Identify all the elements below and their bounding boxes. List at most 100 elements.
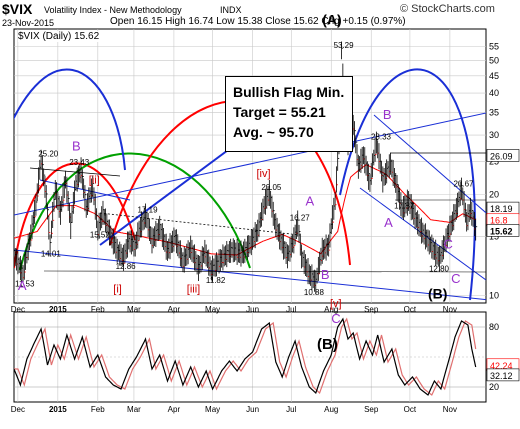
chg-value: +0.15 (0.97%) <box>342 16 406 27</box>
blue-arc-left <box>14 68 126 171</box>
x-tick-label: Sep <box>364 305 379 314</box>
y-tick-label: 40 <box>489 88 499 98</box>
quote-line: Open 16.15 High 16.74 Low 15.38 Close 15… <box>110 16 406 27</box>
osc-y-tick-label: 80 <box>489 322 499 332</box>
wave-label: A <box>305 194 314 209</box>
y-tick-label: 30 <box>489 130 499 140</box>
x-tick-label: Jul <box>286 305 296 314</box>
wave-label: B <box>72 138 81 153</box>
osc-x-tick-label: Oct <box>404 405 417 414</box>
green-cycle-arc <box>19 152 251 271</box>
y-tick-label: 50 <box>489 55 499 65</box>
right-value-label: 18.19 <box>490 204 513 214</box>
x-tick-label: Apr <box>168 305 181 314</box>
high-value: 16.74 <box>188 16 214 27</box>
osc-x-tick-label: Jun <box>246 405 259 414</box>
wave-label: [iv] <box>256 168 270 180</box>
osc-x-tick-label: Feb <box>91 405 105 414</box>
right-value-box <box>486 149 520 162</box>
wave-label: A <box>384 215 393 230</box>
wave-label: A <box>18 278 27 293</box>
low-value: 15.38 <box>237 16 263 27</box>
price-value-label: 17.87 <box>394 202 415 211</box>
x-tick-label: Oct <box>404 305 417 314</box>
right-value-box <box>486 224 520 237</box>
osc-x-tick-label: Sep <box>364 405 379 414</box>
trendline-lower <box>14 249 486 301</box>
right-value-label: 26.09 <box>490 151 513 161</box>
right-value-label: 16.8 <box>490 216 508 226</box>
index-name: Volatility Index - New Methodology <box>44 5 182 15</box>
trendline-black-1 <box>29 167 121 177</box>
target-annotation: Bullish Flag Min. Target = 55.21 Avg. ~ … <box>225 76 353 152</box>
main-panel-frame <box>13 28 487 304</box>
watermark: © StockCharts.com <box>400 3 495 15</box>
price-value-label: 11.82 <box>206 276 226 285</box>
price-value-label: 12.80 <box>429 264 450 273</box>
high-label: High <box>165 16 186 27</box>
x-tick-label: Nov <box>443 305 457 314</box>
channel-upper <box>373 114 486 214</box>
osc-x-tick-label: Jul <box>286 405 296 414</box>
chg-label: Chg <box>321 16 340 27</box>
wave-label: (B) <box>428 285 447 301</box>
open-label: Open <box>110 16 135 27</box>
osc-x-tick-label: Aug <box>324 405 338 414</box>
x-tick-label: Jun <box>246 305 259 314</box>
price-value-label: 11.53 <box>15 280 35 289</box>
horizontal-low <box>43 270 486 273</box>
price-value-label: 28.33 <box>371 132 392 141</box>
x-tick-label: Aug <box>324 305 338 314</box>
right-value-label: 15.62 <box>490 226 513 236</box>
osc-x-tick-label: Mar <box>127 405 141 414</box>
x-tick-label: May <box>205 305 220 314</box>
osc-right-value-box <box>486 368 520 382</box>
price-value-label: 15.52 <box>90 230 111 239</box>
osc-right-value-label: 42.24 <box>490 361 513 371</box>
osc-wave-label: (B) <box>317 336 338 353</box>
x-tick-label: 2015 <box>49 305 67 314</box>
osc-x-tick-label: Apr <box>168 405 181 414</box>
legend-label: $VIX (Daily) 15.62 <box>18 31 100 42</box>
open-value: 16.15 <box>137 16 163 27</box>
osc-x-tick-label: 2015 <box>49 405 67 414</box>
price-value-label: 17.19 <box>138 205 159 214</box>
price-value-label: 10.88 <box>304 288 325 297</box>
osc-wave-label: C <box>331 311 340 326</box>
quote-date: 23-Nov-2015 <box>2 18 55 28</box>
y-tick-label: 45 <box>489 71 499 81</box>
price-value-label: 12.86 <box>116 262 137 271</box>
osc-plot-area <box>14 317 486 396</box>
annotation-line-3: Avg. ~ 95.70 <box>233 124 314 140</box>
osc-x-tick-label: Dec <box>11 405 25 414</box>
osc-y-tick-label: 20 <box>489 382 499 392</box>
x-tick-label: Mar <box>127 305 141 314</box>
price-value-label: 20.67 <box>453 179 474 188</box>
price-value-label: 14.01 <box>41 249 62 258</box>
osc-wave-label: [v] <box>330 298 342 310</box>
annotation-line-1: Bullish Flag Min. <box>233 84 345 100</box>
x-tick-label: Dec <box>11 305 25 314</box>
wave-label: B <box>321 267 330 282</box>
osc-x-tick-label: May <box>205 405 220 414</box>
y-tick-label: 20 <box>489 189 499 199</box>
trendline-dotted <box>99 212 301 236</box>
price-value-label: 16.27 <box>290 213 311 222</box>
y-tick-label: 35 <box>489 108 499 118</box>
osc-x-tick-label: Nov <box>443 405 457 414</box>
price-value-label: 23.43 <box>69 158 90 167</box>
price-bars <box>14 41 478 295</box>
wave-label: C <box>451 271 460 286</box>
wave-label: [i] <box>113 284 122 296</box>
wave-label: [iii] <box>187 284 200 296</box>
exchange-label: INDX <box>220 5 242 15</box>
low-label: Low <box>216 16 235 27</box>
y-tick-label: 10 <box>489 291 499 301</box>
price-value-label: 20.05 <box>261 183 282 192</box>
wave-label: C <box>443 236 452 251</box>
red-arc-left <box>14 162 136 269</box>
main-plot-area <box>14 41 486 301</box>
close-label: Close <box>265 16 291 27</box>
